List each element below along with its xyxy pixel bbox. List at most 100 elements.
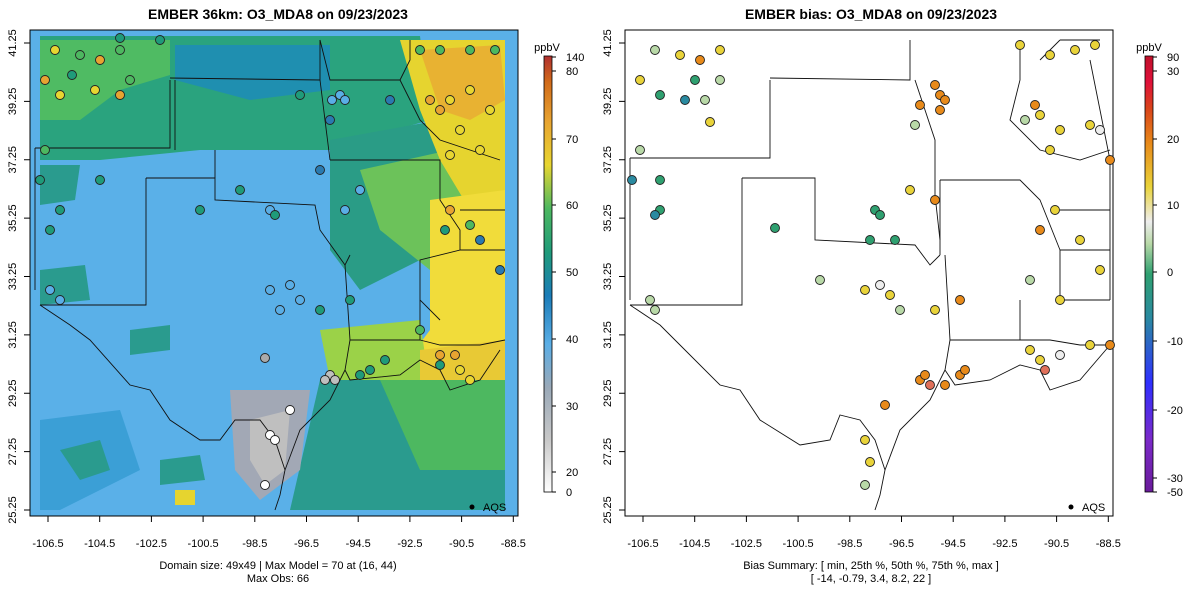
site-marker	[655, 175, 665, 185]
site-marker	[715, 45, 725, 55]
site-marker	[285, 280, 295, 290]
site-marker	[920, 370, 930, 380]
site-marker	[700, 95, 710, 105]
site-marker	[490, 45, 500, 55]
y-tick-label: 37.25	[7, 146, 19, 174]
site-marker	[435, 350, 445, 360]
legend-tick-label: -10	[1167, 336, 1183, 348]
site-marker	[340, 95, 350, 105]
site-marker	[55, 205, 65, 215]
site-marker	[315, 165, 325, 175]
x-tick-label: -106.5	[627, 538, 658, 550]
site-marker	[355, 185, 365, 195]
legend-tick-label: 30	[1167, 66, 1179, 78]
site-marker	[35, 175, 45, 185]
site-marker	[650, 45, 660, 55]
site-marker	[1085, 120, 1095, 130]
legend-tick-label: 140	[566, 52, 584, 64]
left-legend-ticks: 140 80 70 60 50 40 30 20 0	[552, 52, 584, 499]
x-tick-label: -96.5	[294, 538, 319, 550]
site-marker	[1045, 50, 1055, 60]
x-tick-label: -96.5	[889, 538, 914, 550]
y-tick-label: 41.25	[7, 29, 19, 57]
y-tick-label: 35.25	[602, 204, 614, 232]
x-tick-label: -94.5	[346, 538, 371, 550]
site-marker	[930, 305, 940, 315]
site-marker	[340, 205, 350, 215]
legend-tick-label: -30	[1167, 473, 1183, 485]
y-tick-label: 25.25	[7, 496, 19, 524]
site-marker	[45, 285, 55, 295]
site-marker	[1105, 155, 1115, 165]
site-marker	[385, 95, 395, 105]
legend-tick-label: 40	[566, 334, 578, 346]
site-marker	[680, 95, 690, 105]
site-marker	[865, 457, 875, 467]
x-tick-label: -88.5	[501, 538, 526, 550]
site-marker	[1075, 235, 1085, 245]
site-marker	[860, 285, 870, 295]
right-colorbar	[1144, 55, 1154, 493]
site-marker	[650, 305, 660, 315]
site-marker	[95, 175, 105, 185]
y-tick-label: 25.25	[602, 496, 614, 524]
y-tick-label: 41.25	[602, 29, 614, 57]
site-marker	[450, 350, 460, 360]
site-marker	[75, 50, 85, 60]
site-marker	[875, 280, 885, 290]
left-footer-line2: Max Obs: 66	[247, 573, 309, 585]
site-marker	[1050, 205, 1060, 215]
site-marker	[1035, 110, 1045, 120]
site-marker	[235, 185, 245, 195]
site-marker	[905, 185, 915, 195]
site-marker	[315, 305, 325, 315]
x-tick-label: -102.5	[731, 538, 762, 550]
site-marker	[465, 375, 475, 385]
legend-tick-label: 60	[566, 200, 578, 212]
site-marker	[415, 45, 425, 55]
left-title: EMBER 36km: O3_MDA8 on 09/23/2023	[148, 6, 408, 22]
site-marker	[495, 265, 505, 275]
site-marker	[955, 295, 965, 305]
site-marker	[1030, 100, 1040, 110]
site-marker	[115, 45, 125, 55]
site-marker	[930, 80, 940, 90]
site-marker	[465, 220, 475, 230]
left-plot-frame	[29, 29, 519, 517]
site-marker	[1035, 355, 1045, 365]
legend-tick-label: -20	[1167, 405, 1183, 417]
y-tick-label: 31.25	[7, 321, 19, 349]
site-marker	[910, 120, 920, 130]
site-marker	[1105, 340, 1115, 350]
legend-tick-label: 30	[566, 401, 578, 413]
x-tick-label: -88.5	[1096, 538, 1121, 550]
x-tick-label: -98.5	[837, 538, 862, 550]
legend-tick-label: 20	[566, 467, 578, 479]
site-marker	[715, 75, 725, 85]
right-footer-line1: Bias Summary: [ min, 25th %, 50th %, 75t…	[743, 560, 999, 572]
site-marker	[415, 325, 425, 335]
right-x-axis: -106.5 -104.5 -102.5 -100.5 -98.5 -96.5 -94.5 -…	[627, 516, 1121, 550]
y-tick-label: 29.25	[7, 379, 19, 407]
site-marker	[1085, 340, 1095, 350]
site-marker	[635, 145, 645, 155]
left-footer-line1: Domain size: 49x49 | Max Model = 70 at (…	[159, 560, 396, 572]
site-marker	[960, 365, 970, 375]
site-marker	[440, 225, 450, 235]
y-tick-label: 27.25	[602, 438, 614, 466]
site-marker	[1025, 345, 1035, 355]
site-marker	[380, 355, 390, 365]
site-marker	[1015, 40, 1025, 50]
y-tick-label: 35.25	[7, 204, 19, 232]
x-tick-label: -92.5	[397, 538, 422, 550]
site-marker	[435, 105, 445, 115]
site-marker	[95, 55, 105, 65]
site-marker	[365, 365, 375, 375]
site-marker	[930, 195, 940, 205]
right-map-field	[625, 30, 1113, 516]
site-marker	[115, 33, 125, 43]
left-legend-unit: ppbV	[534, 42, 560, 54]
site-marker	[627, 175, 637, 185]
right-aqs-label: AQS	[1082, 502, 1105, 514]
y-tick-label: 33.25	[7, 263, 19, 291]
